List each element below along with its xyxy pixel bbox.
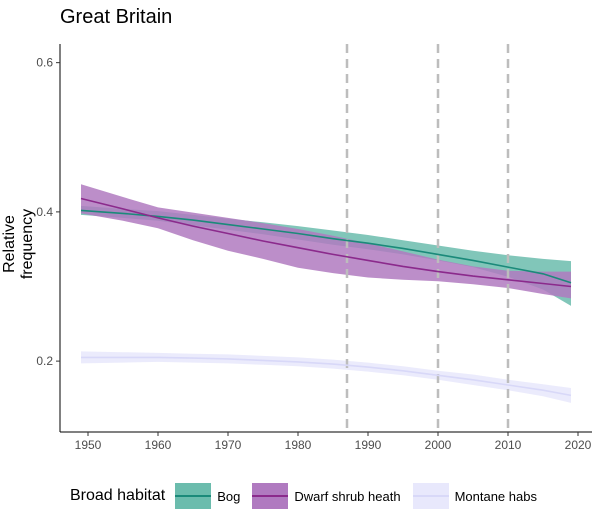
legend-label-montane-habs: Montane habs <box>454 488 537 504</box>
legend-item-dwarf-shrub-heath: Dwarf shrub heath <box>252 483 401 509</box>
x-tick-label: 1980 <box>285 438 312 452</box>
legend-line-montane-habs <box>412 495 449 497</box>
legend: Broad habitat Bog Dwarf shrub heath Mont… <box>70 482 549 510</box>
legend-label-dwarf-shrub-heath: Dwarf shrub heath <box>294 488 401 504</box>
trend-lines <box>80 197 572 397</box>
x-tick-label: 2020 <box>565 438 592 452</box>
legend-item-bog: Bog <box>175 483 240 509</box>
ribbon-dwarf-shrub-heath <box>81 184 571 299</box>
x-tick-label: 2010 <box>495 438 522 452</box>
y-tick-label: 0.4 <box>36 205 53 219</box>
legend-line-bog <box>175 495 212 497</box>
legend-key-bog <box>175 483 212 509</box>
legend-line-dwarf-shrub-heath <box>252 495 289 497</box>
reference-lines <box>345 44 510 432</box>
legend-key-dwarf-shrub-heath <box>252 483 289 509</box>
legend-key-montane-habs <box>412 483 449 509</box>
ribbon-montane-habs <box>81 351 571 403</box>
line-montane-habs <box>81 356 572 397</box>
y-tick-label: 0.6 <box>36 56 53 70</box>
legend-item-montane-habs: Montane habs <box>412 483 537 509</box>
y-tick-label: 0.2 <box>36 354 53 368</box>
confidence-ribbons <box>81 184 571 403</box>
x-tick-label: 1990 <box>355 438 382 452</box>
plot-area: 0.2 0.4 0.6 1950 1960 1970 1980 1990 2000 2010 202… <box>36 44 592 452</box>
x-tick-label: 1970 <box>215 438 242 452</box>
chart-title: Great Britain <box>60 6 173 28</box>
line-bog <box>80 209 572 284</box>
legend-label-bog: Bog <box>217 488 241 504</box>
x-tick-label: 2000 <box>425 438 452 452</box>
axes: 0.2 0.4 0.6 1950 1960 1970 1980 1990 2000 2010 202… <box>36 44 592 452</box>
line-dwarf-shrub-heath <box>80 197 572 288</box>
legend-title: Broad habitat <box>70 487 166 504</box>
x-tick-label: 1960 <box>145 438 172 452</box>
x-tick-label: 1950 <box>75 438 102 452</box>
